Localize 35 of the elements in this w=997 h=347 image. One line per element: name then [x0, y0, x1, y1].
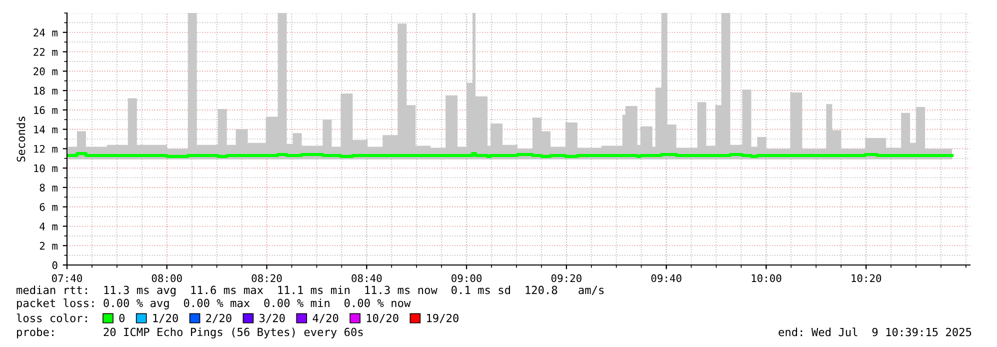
x-tick-label: 09:40: [651, 274, 682, 282]
y-tick-label: 24 m: [34, 28, 58, 36]
legend-label: 19/20: [427, 314, 458, 324]
y-tick-label: 10 m: [34, 164, 58, 172]
y-tick-label: 0: [52, 261, 58, 270]
x-tick-label: 09:20: [551, 274, 582, 282]
x-tick-label: 08:00: [152, 274, 182, 282]
x-tick-label: 09:00: [452, 274, 482, 282]
text: median rtt: 11.3 ms avg 11.6 ms max 11.1 ms min 11.3 ms now 0.1 ms sd 120.8 am/s: [16, 286, 604, 296]
y-axis-title: Seconds: [16, 116, 26, 162]
y-tick-label: 20 m: [34, 67, 58, 76]
x-tick-label: 10:00: [752, 274, 782, 282]
y-tick-label: 14 m: [34, 126, 58, 134]
text: end: Wed Jul 9 10:39:15 2025: [778, 328, 972, 336]
y-tick-label: 2 m: [40, 242, 58, 250]
legend-label: 4/20: [312, 314, 338, 324]
legend-title: loss color:: [16, 314, 87, 322]
text: probe: 20 ICMP Echo Pings (56 Bytes) every 60s: [17, 328, 363, 338]
y-tick-label: 18 m: [34, 86, 58, 95]
x-tick-label: 07:40: [52, 274, 82, 282]
y-tick-label: 6 m: [40, 203, 58, 211]
y-tick-label: 8 m: [40, 184, 58, 192]
x-tick-label: 08:40: [352, 274, 382, 282]
y-tick-label: 16 m: [34, 106, 58, 114]
y-tick-label: 4 m: [40, 222, 58, 230]
y-tick-label: 22 m: [34, 48, 58, 56]
text: packet loss: 0.00 % avg 0.00 % max 0.00 % min 0.00 % now: [17, 298, 411, 310]
y-tick-label: 12 m: [34, 144, 58, 153]
legend-label: 0: [119, 314, 125, 322]
legend-label: 3/20: [260, 314, 285, 324]
x-tick-label: 10:20: [852, 274, 882, 282]
legend-label: 10/20: [366, 314, 398, 324]
legend-label: 2/20: [206, 314, 232, 324]
x-tick-label: 08:20: [252, 274, 282, 282]
legend-label: 1/20: [153, 314, 178, 324]
